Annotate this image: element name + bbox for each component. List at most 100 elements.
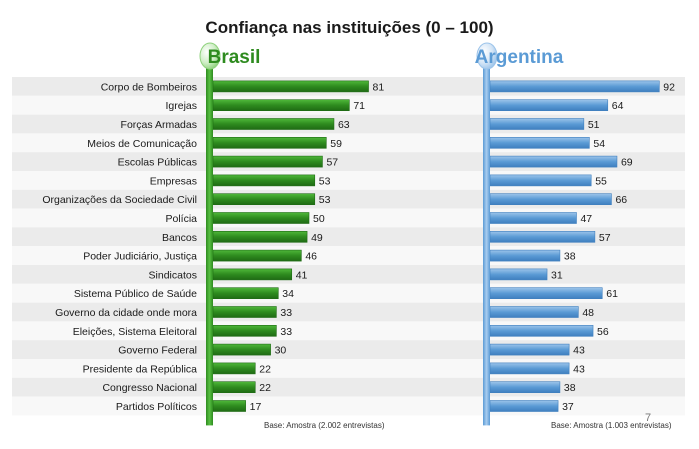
category-label: Empresas <box>150 175 197 187</box>
bar <box>212 249 302 262</box>
category-label: Corpo de Bombeiros <box>101 81 197 93</box>
category-label: Organizações da Sociedade Civil <box>42 194 197 206</box>
value-label: 33 <box>280 326 292 338</box>
bar <box>489 80 660 93</box>
bar <box>212 400 246 412</box>
bar <box>212 174 316 187</box>
series-name: Argentina <box>475 47 564 68</box>
bar <box>489 324 594 337</box>
category-label: Eleições, Sistema Eleitoral <box>73 326 197 338</box>
value-label: 63 <box>338 119 350 131</box>
value-label: 81 <box>373 81 385 93</box>
value-label: 53 <box>319 194 331 206</box>
value-label: 22 <box>259 382 271 394</box>
bar <box>212 231 308 243</box>
bar <box>489 362 570 375</box>
value-label: 38 <box>564 382 576 394</box>
value-label: 31 <box>551 269 563 281</box>
category-label: Escolas Públicas <box>118 157 197 169</box>
base-note: Base: Amostra (1.003 entrevistas) <box>551 421 672 430</box>
value-label: 46 <box>305 251 317 263</box>
category-label: Polícia <box>165 213 197 225</box>
category-label: Presidente da República <box>83 363 198 375</box>
value-label: 57 <box>326 157 338 169</box>
value-label: 51 <box>588 119 600 131</box>
bar <box>489 381 561 394</box>
category-label: Igrejas <box>165 100 197 112</box>
page-number: 7 <box>645 412 651 424</box>
value-label: 37 <box>562 401 574 413</box>
value-label: 61 <box>606 288 618 300</box>
bar <box>489 193 612 205</box>
value-label: 43 <box>573 363 585 375</box>
bar <box>489 249 561 262</box>
axis-bar <box>206 60 213 426</box>
bar <box>489 306 579 318</box>
bar <box>212 137 327 149</box>
value-label: 47 <box>580 213 592 225</box>
bar <box>212 287 279 300</box>
bar <box>212 306 277 318</box>
value-label: 59 <box>330 138 342 150</box>
bar <box>489 212 577 224</box>
value-label: 92 <box>663 81 675 93</box>
value-label: 48 <box>582 307 594 319</box>
value-label: 41 <box>296 269 308 281</box>
chart-title: Confiança nas instituições (0 – 100) <box>205 18 494 37</box>
value-label: 34 <box>282 288 294 300</box>
axis-cap <box>199 42 221 70</box>
bar <box>212 99 350 111</box>
value-label: 53 <box>319 175 331 187</box>
value-label: 17 <box>250 401 262 413</box>
value-label: 56 <box>597 326 609 338</box>
category-label: Forças Armadas <box>121 119 197 131</box>
value-label: 30 <box>275 345 287 357</box>
bar <box>489 99 609 111</box>
axis-bar <box>483 60 490 426</box>
bar <box>212 155 323 168</box>
bar <box>489 155 618 168</box>
bar <box>489 343 570 356</box>
labels-group: Corpo de Bombeiros Igrejas Forças Armadas M… <box>42 47 675 430</box>
category-label: Partidos Políticos <box>116 401 197 413</box>
bars-group <box>212 80 660 412</box>
bar <box>212 118 335 130</box>
bar <box>212 80 369 93</box>
bar <box>212 212 310 224</box>
category-label: Meios de Comunicação <box>87 138 197 150</box>
value-label: 43 <box>573 345 585 357</box>
axes-group <box>199 42 498 426</box>
value-label: 38 <box>564 251 576 263</box>
base-note: Base: Amostra (2.002 entrevistas) <box>264 421 385 430</box>
bar <box>489 400 559 412</box>
bar <box>489 118 585 130</box>
bar <box>212 324 277 337</box>
category-label: Sistema Público de Saúde <box>74 288 197 300</box>
value-label: 66 <box>615 194 627 206</box>
series-name: Brasil <box>208 47 261 68</box>
value-label: 57 <box>599 232 611 244</box>
bar <box>489 174 592 187</box>
value-label: 22 <box>259 363 271 375</box>
bar <box>212 362 256 375</box>
row-band <box>12 265 685 284</box>
value-label: 71 <box>353 100 365 112</box>
value-label: 33 <box>280 307 292 319</box>
bar <box>489 137 590 149</box>
bar <box>489 231 596 243</box>
row-band <box>12 396 685 416</box>
category-label: Sindicatos <box>149 269 197 281</box>
value-label: 50 <box>313 213 325 225</box>
category-label: Governo Federal <box>118 345 197 357</box>
category-label: Bancos <box>162 232 197 244</box>
value-label: 64 <box>612 100 624 112</box>
bar <box>489 268 548 281</box>
axis-cap <box>476 42 498 70</box>
bar <box>212 268 293 281</box>
bar <box>489 287 603 300</box>
value-label: 69 <box>621 157 633 169</box>
category-label: Governo da cidade onde mora <box>55 307 197 319</box>
category-label: Poder Judiciário, Justiça <box>83 251 197 263</box>
bar <box>212 343 271 356</box>
